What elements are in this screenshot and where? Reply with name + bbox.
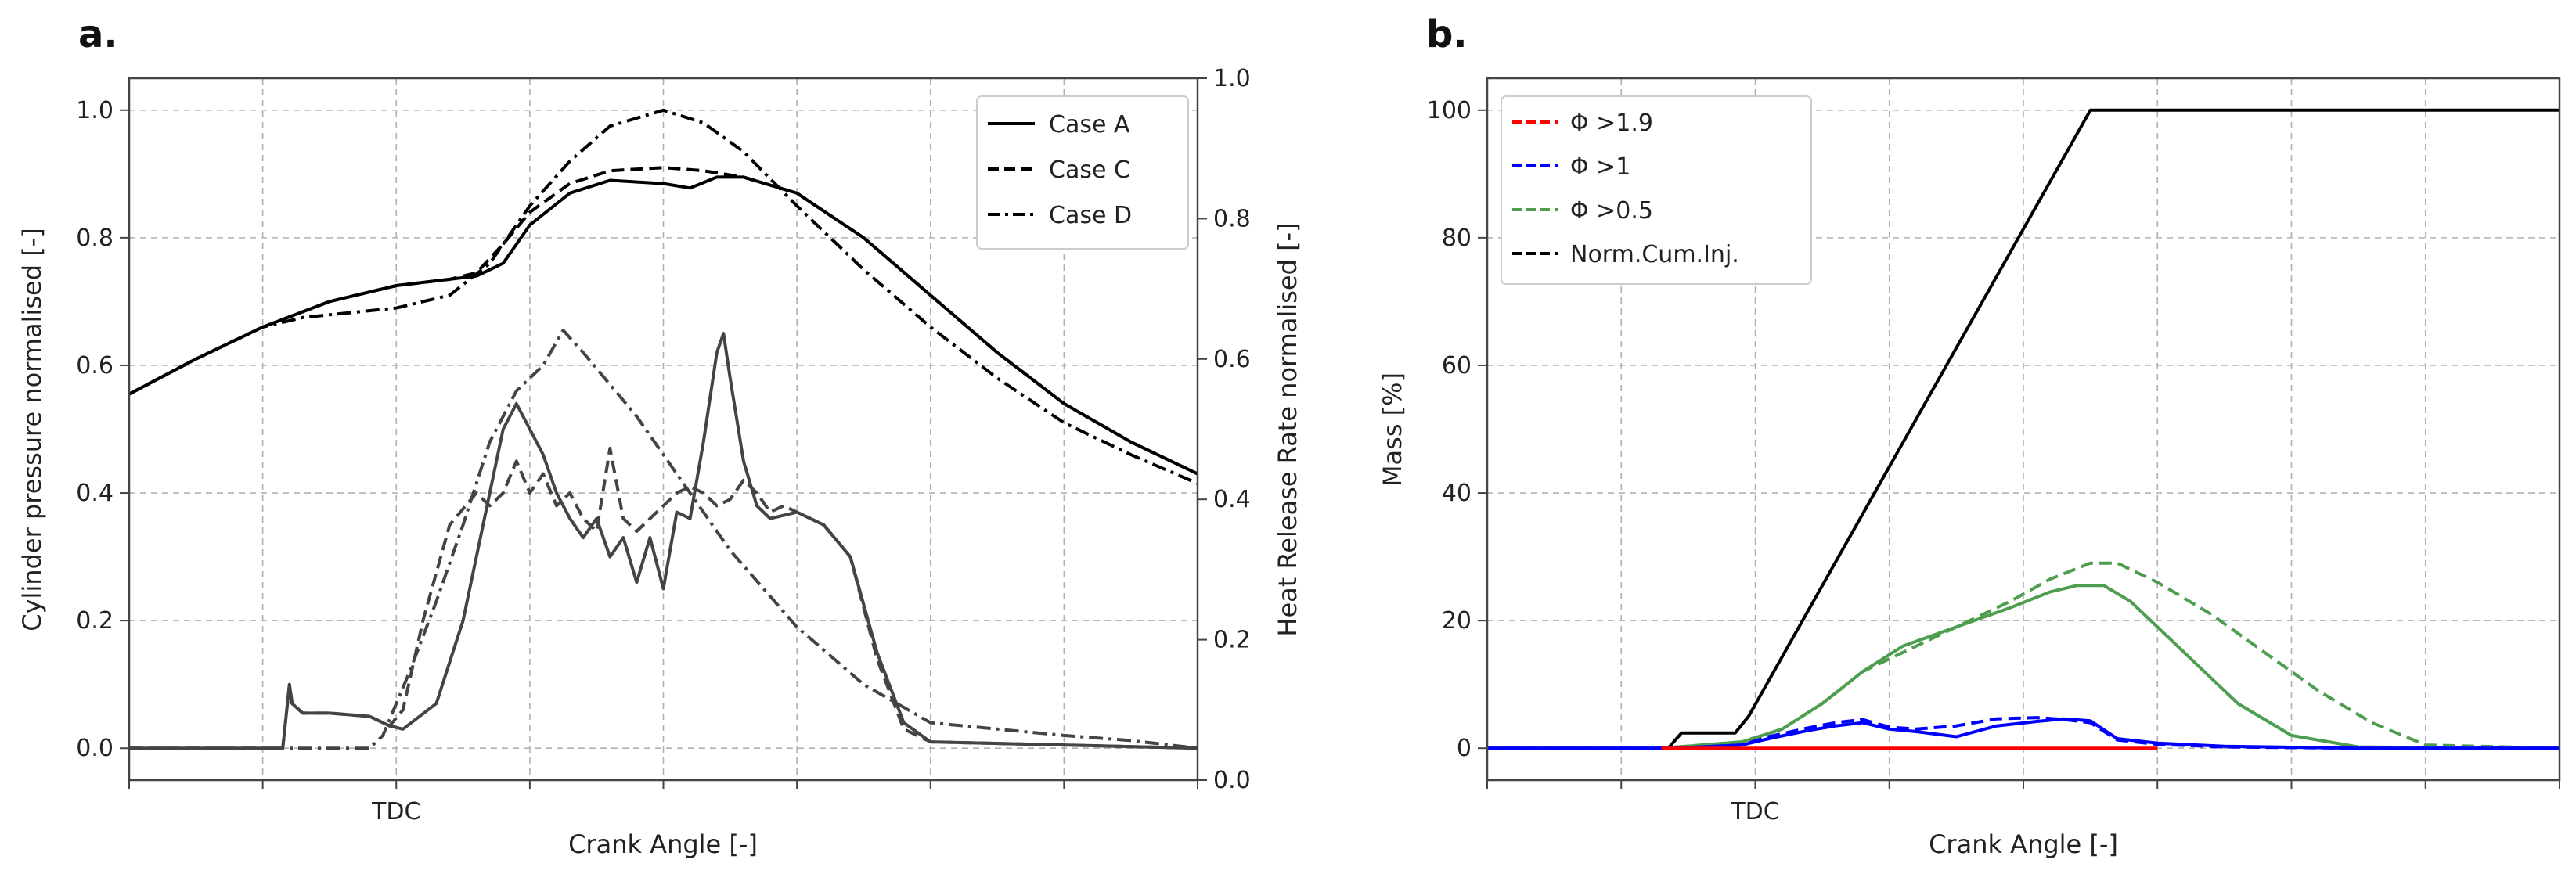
- legend-phi-1-9-label: Φ >1.9: [1570, 110, 1653, 137]
- panel-b-series: [1487, 108, 2560, 750]
- y-right-tick-label: 0.6: [1213, 346, 1251, 373]
- panel-a-series: [128, 108, 1198, 750]
- panel-b-ticks: TDC 0 20 40 60 80 100: [1427, 97, 2560, 825]
- panel-a-label: a.: [78, 13, 118, 56]
- panel-b-label: b.: [1426, 13, 1468, 56]
- x-tick-label-tdc: TDC: [1730, 798, 1779, 825]
- y-tick-label: 0.4: [76, 480, 113, 507]
- series-line-case-c-pressure: [128, 166, 1198, 476]
- series-line-norm-cum-inj: [1487, 108, 2560, 750]
- panel-a-legend-box: [976, 95, 1189, 250]
- y-tick-label: 40: [1442, 480, 1472, 507]
- y-right-tick-label: 0.4: [1213, 486, 1251, 513]
- panel-a-xlabel: Crank Angle [-]: [568, 829, 758, 859]
- y-right-tick-label: 0.0: [1213, 767, 1251, 794]
- panel-b-legend: Φ >1.9 Φ >1 Φ >0.5 Norm.Cum.Inj.: [1501, 95, 1812, 285]
- series-line--0-5-solid: [1487, 584, 2560, 750]
- y-tick-label: 0.6: [76, 352, 113, 379]
- y-right-tick-label: 1.0: [1213, 65, 1251, 92]
- series-line-case-c-hrr: [129, 447, 1198, 750]
- legend-norm-cum-inj-label: Norm.Cum.Inj.: [1570, 241, 1739, 268]
- y-tick-label: 100: [1427, 97, 1472, 124]
- y-tick-label: 0.0: [76, 735, 113, 762]
- panel-a-ylabel-right: Heat Release Rate normalised [-]: [1273, 222, 1302, 636]
- panel-b-legend-box: [1501, 95, 1812, 285]
- y-tick-label: 60: [1442, 352, 1472, 379]
- panel-b: b. TDC 0 20 40 60 80 100 Crank Angle [-] Mass …: [1378, 13, 2561, 859]
- x-tick-label-tdc: TDC: [371, 798, 420, 825]
- y-tick-label: 80: [1442, 225, 1472, 252]
- y-tick-label: 0.2: [76, 607, 113, 635]
- legend-phi-0-5-label: Φ >0.5: [1570, 197, 1653, 225]
- y-tick-label: 20: [1442, 607, 1472, 635]
- series-line-case-a-hrr: [129, 332, 1198, 750]
- y-tick-label: 0.8: [76, 225, 113, 252]
- legend-case-d-label: Case D: [1049, 202, 1132, 229]
- series-line--1-dashed: [1487, 716, 2560, 750]
- y-tick-label: 1.0: [76, 97, 113, 124]
- panel-a-ylabel-left: Cylinder pressure normalised [-]: [17, 228, 47, 631]
- panel-a-legend: Case A Case C Case D: [976, 95, 1189, 250]
- panel-a-ticks: TDC 0.0 0.2 0.4 0.6 0.8 1.0 0.0 0.2 0.4 0.6 0.8 1.0: [76, 65, 1250, 825]
- panel-a: a. TDC 0.0 0.2 0.4 0.6 0.8 1.0 0.0 0.2 0.4 0.6 0.8 1…: [17, 13, 1302, 859]
- legend-phi-1-label: Φ >1: [1570, 153, 1630, 181]
- panel-b-ylabel: Mass [%]: [1378, 372, 1407, 487]
- legend-case-c-label: Case C: [1049, 156, 1130, 184]
- series-line-case-d-hrr: [129, 329, 1198, 750]
- panel-b-xlabel: Crank Angle [-]: [1929, 829, 2118, 859]
- legend-case-a-label: Case A: [1049, 111, 1130, 138]
- y-right-tick-label: 0.2: [1213, 627, 1251, 654]
- y-tick-label: 0: [1457, 735, 1472, 762]
- series-line--0-5-dashed: [1487, 561, 2560, 750]
- y-right-tick-label: 0.8: [1213, 205, 1251, 232]
- series-line-case-d-pressure: [128, 108, 1198, 485]
